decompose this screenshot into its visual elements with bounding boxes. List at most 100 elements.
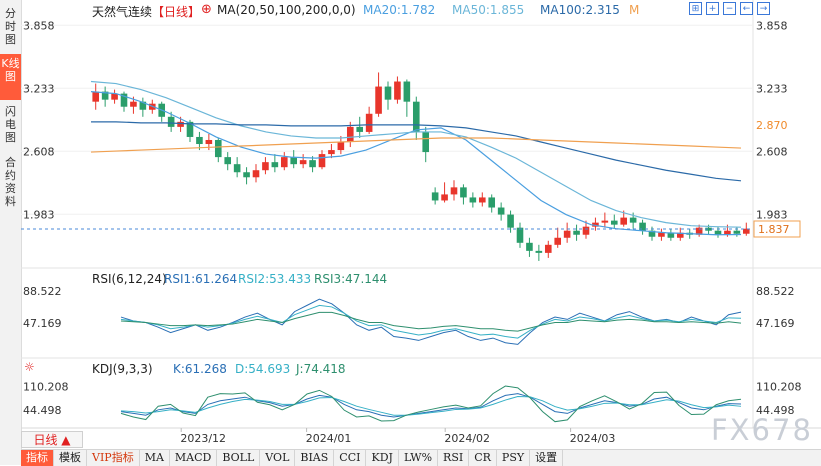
candle-body-49 [554, 237, 562, 245]
candle-body-32 [394, 81, 401, 100]
candle-body-61 [667, 232, 675, 238]
tab-flash-chart[interactable]: 闪电图 [5, 105, 16, 144]
candle-body-2 [111, 93, 118, 100]
indicator-bar: 指标 模板 VIP指标 MA MACD BOLL VOL BIAS CCI KDJ LW% RSI CR… [21, 449, 821, 466]
add-icon[interactable]: ⊕ [201, 2, 212, 17]
candle-body-48 [544, 244, 552, 253]
indicator-tab-12[interactable]: CR [469, 450, 497, 466]
scroll-right-button[interactable]: → [757, 2, 770, 15]
rsi-line-rsi2 [120, 304, 742, 339]
zoom-out-button[interactable]: − [723, 2, 736, 15]
tab-timeshare[interactable]: 分时图 [5, 7, 16, 46]
indicator-tab-4[interactable]: MACD [170, 450, 218, 466]
candle-body-41 [478, 197, 486, 203]
price-tick-left-0: 3.858 [23, 19, 55, 32]
candle-body-27 [346, 126, 354, 142]
ma-value-tag: 2.870 [756, 119, 788, 132]
indicator-tab-1[interactable]: 模板 [54, 450, 87, 466]
indicator-tab-0[interactable]: 指标 [21, 450, 54, 466]
candle-body-4 [130, 101, 137, 107]
candle-body-25 [328, 150, 335, 155]
candle-body-9 [177, 121, 184, 127]
candle-body-66 [714, 230, 722, 235]
indicator-tab-7[interactable]: BIAS [295, 450, 335, 466]
candle-body-18 [262, 162, 269, 171]
indicator-tab-3[interactable]: MA [140, 450, 170, 466]
ma-line-ma100 [91, 121, 742, 182]
candle-body-19 [271, 162, 279, 168]
candle-body-44 [507, 214, 514, 228]
candle-body-46 [526, 242, 533, 251]
last-price-tag: 1.837 [758, 223, 790, 236]
candle-body-10 [186, 121, 194, 137]
kdj-tick-left-1: 44.498 [23, 404, 62, 417]
indicator-tab-9[interactable]: KDJ [366, 450, 399, 466]
candle-body-69 [742, 228, 750, 234]
price-tick-left-1: 3.233 [23, 82, 55, 95]
fullscreen-button[interactable]: ⊞ [689, 2, 702, 15]
candle-body-24 [318, 154, 326, 168]
candle-body-62 [676, 232, 684, 238]
d-value: D:54.693 [235, 362, 291, 376]
tab-contract-info[interactable]: 合约资料 [5, 156, 16, 208]
candle-body-67 [724, 230, 731, 235]
candle-body-21 [290, 157, 298, 165]
indicator-tab-10[interactable]: LW% [399, 450, 439, 466]
candle-body-55 [610, 220, 618, 225]
kdj-line-j [120, 385, 742, 423]
candle-body-40 [469, 197, 477, 203]
indicator-tab-5[interactable]: BOLL [217, 450, 261, 466]
candle-body-51 [573, 230, 580, 235]
candle-body-22 [299, 160, 307, 165]
instrument-name: 天然气连续 [92, 5, 153, 19]
period-selector[interactable]: 日线 ▲ [21, 431, 83, 448]
j-value: J:74.418 [296, 362, 346, 376]
chart-svg[interactable]: 3.858 3.858 3.233 3.233 2.608 2.608 1.983 1.983… [21, 0, 821, 449]
candle-body-15 [233, 164, 241, 173]
last-price-box [753, 220, 801, 238]
tab-kline[interactable]: K线图 [0, 54, 21, 100]
ma-line-ma200 [90, 137, 742, 153]
indicator-tab-6[interactable]: VOL [260, 450, 296, 466]
candle-body-14 [224, 157, 232, 165]
candle-body-36 [431, 192, 439, 201]
candle-body-54 [601, 220, 609, 223]
candle-body-12 [205, 139, 213, 145]
price-tick-right-3: 1.983 [756, 208, 788, 221]
indicator-tab-2[interactable]: VIP指标 [87, 450, 140, 466]
candle-body-31 [384, 86, 392, 100]
candle-body-3 [120, 93, 128, 107]
kdj-tick-right-1: 44.498 [756, 404, 795, 417]
ma100-value: MA100:2.315 [540, 3, 620, 17]
candle-body-5 [139, 101, 147, 110]
kdj-label: KDJ(9,3,3) [92, 362, 153, 376]
candle-body-29 [365, 113, 373, 132]
candle-body-20 [280, 157, 288, 168]
candle-body-37 [441, 194, 448, 201]
candle-body-33 [403, 81, 411, 102]
time-label-1: 2024/01 [306, 432, 352, 445]
price-tick-left-3: 1.983 [23, 208, 55, 221]
indicator-tab-13[interactable]: PSY [497, 450, 531, 466]
chart-area: 3.858 3.858 3.233 3.233 2.608 2.608 1.983 1.983… [21, 0, 821, 465]
kdj-tick-left-0: 110.208 [23, 380, 69, 393]
indicator-tab-14[interactable]: 设置 [530, 450, 564, 466]
indicator-tab-8[interactable]: CCI [334, 450, 367, 466]
settings-icon[interactable]: ☼ [24, 360, 35, 374]
price-tick-right-2: 2.608 [756, 145, 788, 158]
candle-body-38 [450, 187, 458, 195]
kdj-line-k [120, 393, 742, 418]
candle-body-39 [460, 187, 467, 198]
price-tick-right-0: 3.858 [756, 19, 788, 32]
indicator-tab-11[interactable]: RSI [438, 450, 470, 466]
candle-body-64 [695, 227, 703, 235]
candle-body-8 [167, 116, 175, 127]
candle-body-52 [582, 226, 590, 235]
zoom-in-button[interactable]: + [706, 2, 719, 15]
candle-body-42 [488, 197, 496, 208]
rsi-tick-left-0: 88.522 [23, 285, 62, 298]
candle-body-16 [243, 172, 250, 178]
watermark-logo: FX678 [711, 413, 813, 447]
candle-body-34 [412, 101, 420, 132]
scroll-left-button[interactable]: ← [740, 2, 753, 15]
